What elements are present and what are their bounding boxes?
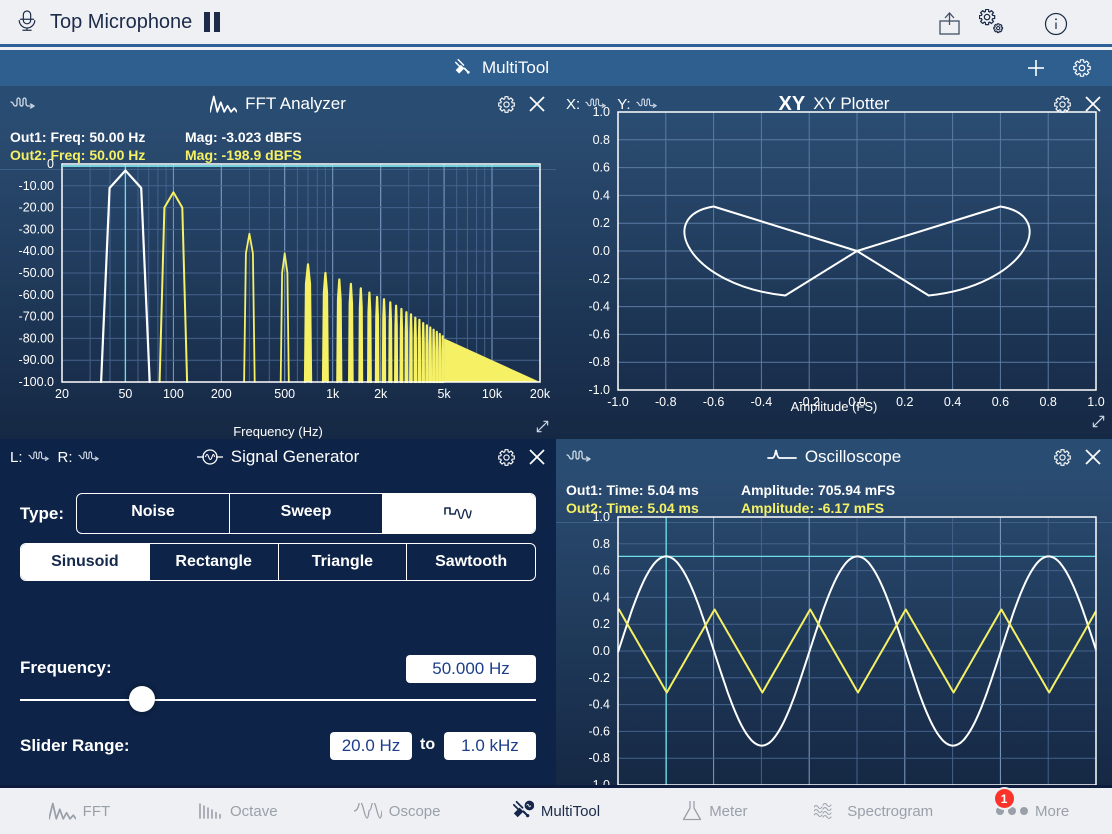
svg-text:20k: 20k bbox=[530, 387, 551, 401]
svg-text:0: 0 bbox=[47, 157, 54, 171]
svg-text:-50.00: -50.00 bbox=[19, 266, 54, 280]
svg-text:-90.00: -90.00 bbox=[19, 353, 54, 367]
svg-text:100: 100 bbox=[163, 387, 184, 401]
svg-text:1k: 1k bbox=[326, 387, 340, 401]
svg-text:0.4: 0.4 bbox=[593, 188, 610, 202]
svg-text:-40.00: -40.00 bbox=[19, 244, 54, 258]
svg-text:0.8: 0.8 bbox=[593, 537, 610, 551]
svg-text:0.0: 0.0 bbox=[593, 644, 610, 658]
svg-text:-0.8: -0.8 bbox=[655, 395, 677, 409]
svg-text:-1.0: -1.0 bbox=[607, 395, 629, 409]
svg-text:-0.6: -0.6 bbox=[588, 724, 610, 738]
svg-text:-0.2: -0.2 bbox=[588, 671, 610, 685]
svg-text:-100.0: -100.0 bbox=[19, 375, 54, 389]
svg-text:-0.4: -0.4 bbox=[751, 395, 773, 409]
svg-text:0.4: 0.4 bbox=[593, 590, 610, 604]
svg-text:-10.00: -10.00 bbox=[19, 179, 54, 193]
svg-text:-30.00: -30.00 bbox=[19, 222, 54, 236]
svg-text:1.0: 1.0 bbox=[593, 105, 610, 119]
svg-text:-0.8: -0.8 bbox=[588, 751, 610, 765]
svg-text:-1.0: -1.0 bbox=[588, 778, 610, 785]
svg-text:-0.4: -0.4 bbox=[588, 698, 610, 712]
svg-text:0.2: 0.2 bbox=[593, 216, 610, 230]
svg-text:-60.00: -60.00 bbox=[19, 288, 54, 302]
svg-text:0.0: 0.0 bbox=[593, 244, 610, 258]
svg-text:-0.2: -0.2 bbox=[588, 272, 610, 286]
svg-text:20: 20 bbox=[55, 387, 69, 401]
svg-text:-0.6: -0.6 bbox=[588, 327, 610, 341]
svg-text:0.6: 0.6 bbox=[992, 395, 1009, 409]
svg-text:0.8: 0.8 bbox=[593, 133, 610, 147]
svg-text:10k: 10k bbox=[482, 387, 503, 401]
svg-text:0.8: 0.8 bbox=[1040, 395, 1057, 409]
svg-text:2k: 2k bbox=[374, 387, 388, 401]
svg-text:0.4: 0.4 bbox=[944, 395, 961, 409]
svg-text:-0.8: -0.8 bbox=[588, 355, 610, 369]
svg-text:1.0: 1.0 bbox=[1087, 395, 1104, 409]
svg-text:-1.0: -1.0 bbox=[588, 383, 610, 397]
svg-text:-80.00: -80.00 bbox=[19, 331, 54, 345]
svg-text:0.6: 0.6 bbox=[593, 161, 610, 175]
svg-text:-20.00: -20.00 bbox=[19, 201, 54, 215]
svg-text:-0.6: -0.6 bbox=[703, 395, 725, 409]
svg-text:500: 500 bbox=[274, 387, 295, 401]
svg-text:50: 50 bbox=[118, 387, 132, 401]
svg-text:-0.4: -0.4 bbox=[588, 300, 610, 314]
svg-text:0.2: 0.2 bbox=[593, 617, 610, 631]
svg-text:200: 200 bbox=[211, 387, 232, 401]
svg-text:0.6: 0.6 bbox=[593, 564, 610, 578]
svg-text:0.2: 0.2 bbox=[896, 395, 913, 409]
svg-text:-70.00: -70.00 bbox=[19, 310, 54, 324]
svg-text:5k: 5k bbox=[437, 387, 451, 401]
svg-text:1.0: 1.0 bbox=[593, 510, 610, 524]
